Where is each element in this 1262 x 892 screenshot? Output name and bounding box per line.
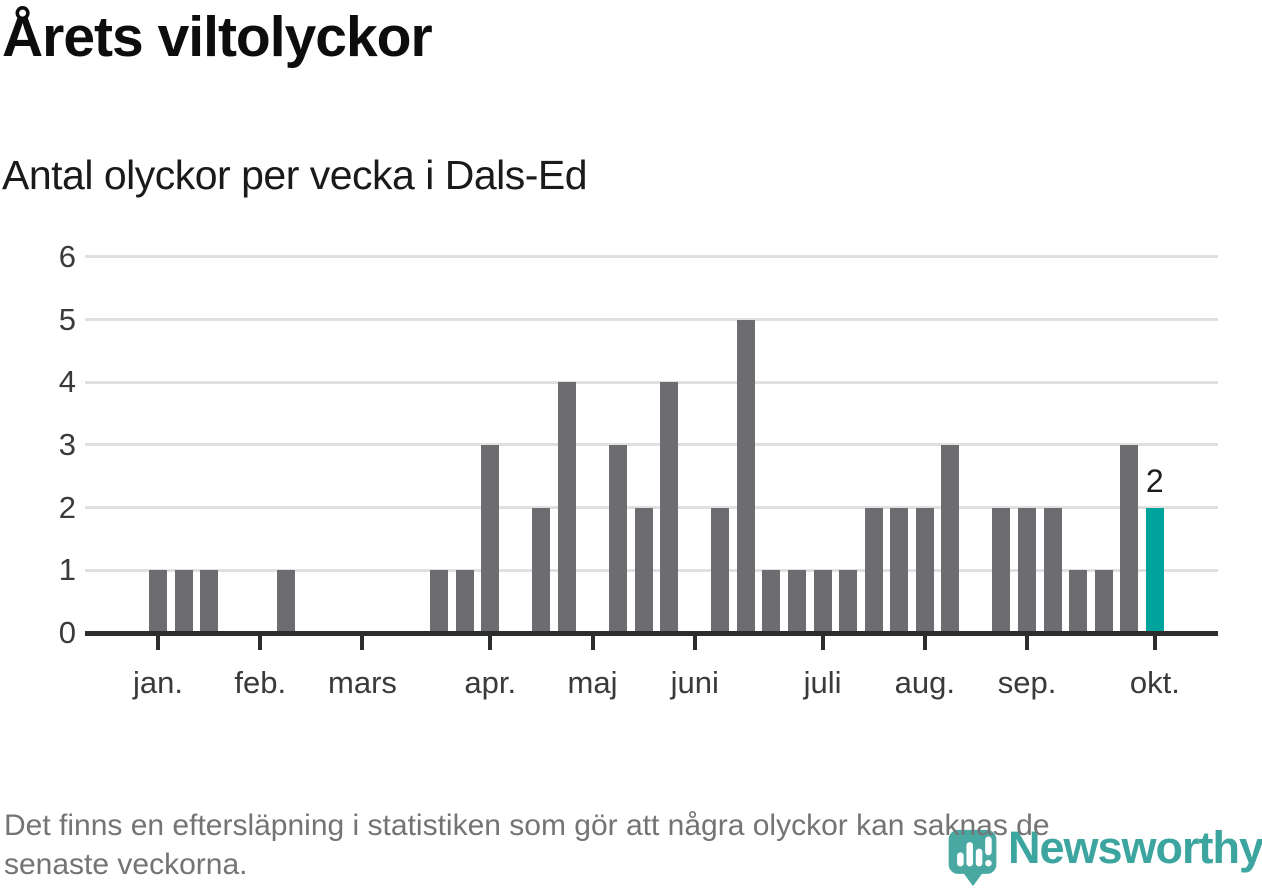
footer-note-line-2: senaste veckorna.: [4, 848, 248, 881]
gridline-6: [85, 255, 1218, 259]
newsworthy-logo: [946, 829, 1000, 887]
bar-value-label: 2: [1145, 462, 1164, 499]
x-axis-line: [85, 631, 1218, 636]
bar-week-35: [1018, 507, 1037, 632]
month-label-sep: sep.: [997, 665, 1057, 700]
bar-week-32: [941, 444, 960, 632]
gridline-3: [85, 443, 1218, 447]
month-label-okt: okt.: [1129, 665, 1180, 700]
y-axis-label-4: 4: [58, 364, 76, 400]
bar-week-25: [762, 570, 781, 632]
y-axis-label-5: 5: [58, 301, 76, 337]
bar-week-27: [813, 570, 832, 632]
bar-week-1: [149, 570, 167, 632]
bar-week-34: [992, 507, 1011, 632]
bar-week-26: [788, 570, 806, 632]
month-tick-maj: [590, 636, 595, 650]
bar-week-21: [660, 382, 679, 632]
y-axis-label-0: 0: [58, 615, 76, 650]
bar-week-36: [1043, 507, 1062, 632]
y-axis-label-1: 1: [58, 552, 76, 588]
footer-note-line-1: Det finns en eftersläpning i statistiken…: [4, 809, 1050, 842]
month-tick-feb: [258, 636, 263, 650]
y-axis-label-6: 6: [58, 238, 76, 274]
bar-week-20: [634, 507, 653, 632]
bar-week-28: [839, 570, 858, 632]
month-label-aug: aug.: [894, 665, 955, 700]
speech-bubble-bar-chart-icon: [948, 829, 997, 887]
bar-week-2: [174, 570, 193, 632]
bar-week-39: [1120, 444, 1139, 632]
month-label-juni: juni: [670, 665, 719, 700]
month-label-mars: mars: [328, 665, 397, 700]
month-tick-mars: [360, 636, 365, 650]
bar-week-29: [864, 507, 883, 632]
bar-week-12: [430, 570, 449, 632]
bar-week-30: [890, 507, 909, 632]
bar-week-14: [481, 444, 500, 632]
bar-week-6: [276, 570, 295, 632]
bar-week-13: [455, 570, 474, 632]
bar-week-17: [557, 382, 576, 632]
chart-subtitle: Antal olyckor per vecka i Dals-Ed: [2, 152, 588, 198]
y-axis-label-2: 2: [58, 489, 76, 525]
month-label-jan: jan.: [133, 665, 183, 700]
month-tick-okt: [1152, 636, 1157, 650]
month-tick-jan: [156, 636, 160, 650]
bar-week-31: [915, 507, 934, 632]
month-tick-juli: [820, 636, 825, 650]
month-tick-aug: [922, 636, 927, 650]
gridline-4: [85, 380, 1218, 384]
gridline-5: [85, 318, 1218, 321]
y-axis-label-3: 3: [58, 426, 76, 462]
month-tick-apr: [488, 636, 493, 650]
bar-week-19: [609, 444, 628, 632]
bar-week-37: [1069, 570, 1088, 632]
month-label-apr: apr.: [464, 665, 517, 700]
bar-week-38: [1094, 570, 1113, 632]
bar-week-3: [200, 570, 219, 632]
bar-week-24: [736, 319, 755, 632]
month-label-feb: feb.: [234, 665, 287, 700]
month-tick-sep: [1025, 636, 1030, 650]
chart-title: Årets viltolyckor: [2, 5, 433, 69]
newsworthy-wordmark: Newsworthy: [1008, 822, 1262, 873]
month-label-juli: juli: [803, 665, 842, 700]
bar-week-23: [711, 507, 730, 632]
bar-week-16: [532, 507, 551, 632]
month-tick-juni: [692, 636, 697, 650]
bar-week-40: [1145, 507, 1164, 632]
month-label-maj: maj: [567, 665, 618, 700]
